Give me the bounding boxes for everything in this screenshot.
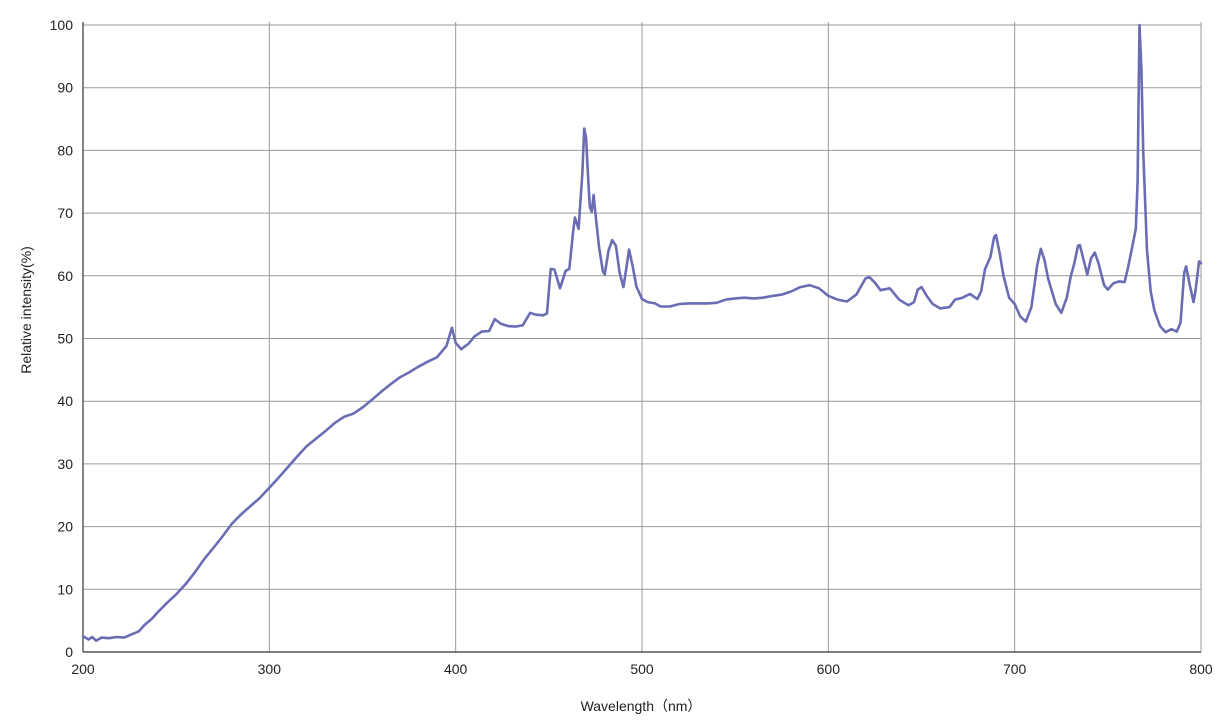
y-tick-label: 30 xyxy=(57,456,73,472)
y-tick-label: 20 xyxy=(57,519,73,535)
grid-lines xyxy=(83,22,1202,652)
spectrum-line xyxy=(81,23,1203,642)
y-tick-label: 0 xyxy=(65,644,73,660)
tick-labels: 0 10 20 30 40 50 60 70 80 90 100 200 300 400 500 600 700… xyxy=(50,17,1213,677)
axes xyxy=(82,22,1201,653)
y-tick-label: 10 xyxy=(57,581,73,597)
y-tick-label: 70 xyxy=(57,205,73,221)
x-tick-label: 200 xyxy=(71,661,95,677)
y-tick-label: 50 xyxy=(57,331,73,347)
y-tick-label: 80 xyxy=(57,142,73,158)
x-tick-label: 600 xyxy=(817,661,841,677)
x-axis-title: Wavelength（nm） xyxy=(581,698,702,714)
y-axis-title: Relative intensity(%) xyxy=(18,246,34,374)
y-tick-label: 60 xyxy=(57,268,73,284)
x-tick-label: 800 xyxy=(1189,661,1213,677)
y-tick-label: 100 xyxy=(50,17,74,33)
x-tick-label: 400 xyxy=(444,661,468,677)
x-tick-label: 500 xyxy=(630,661,654,677)
y-tick-label: 90 xyxy=(57,80,73,96)
x-tick-label: 700 xyxy=(1003,661,1027,677)
series-layer xyxy=(81,23,1203,642)
y-tick-label: 40 xyxy=(57,393,73,409)
x-tick-label: 300 xyxy=(258,661,282,677)
